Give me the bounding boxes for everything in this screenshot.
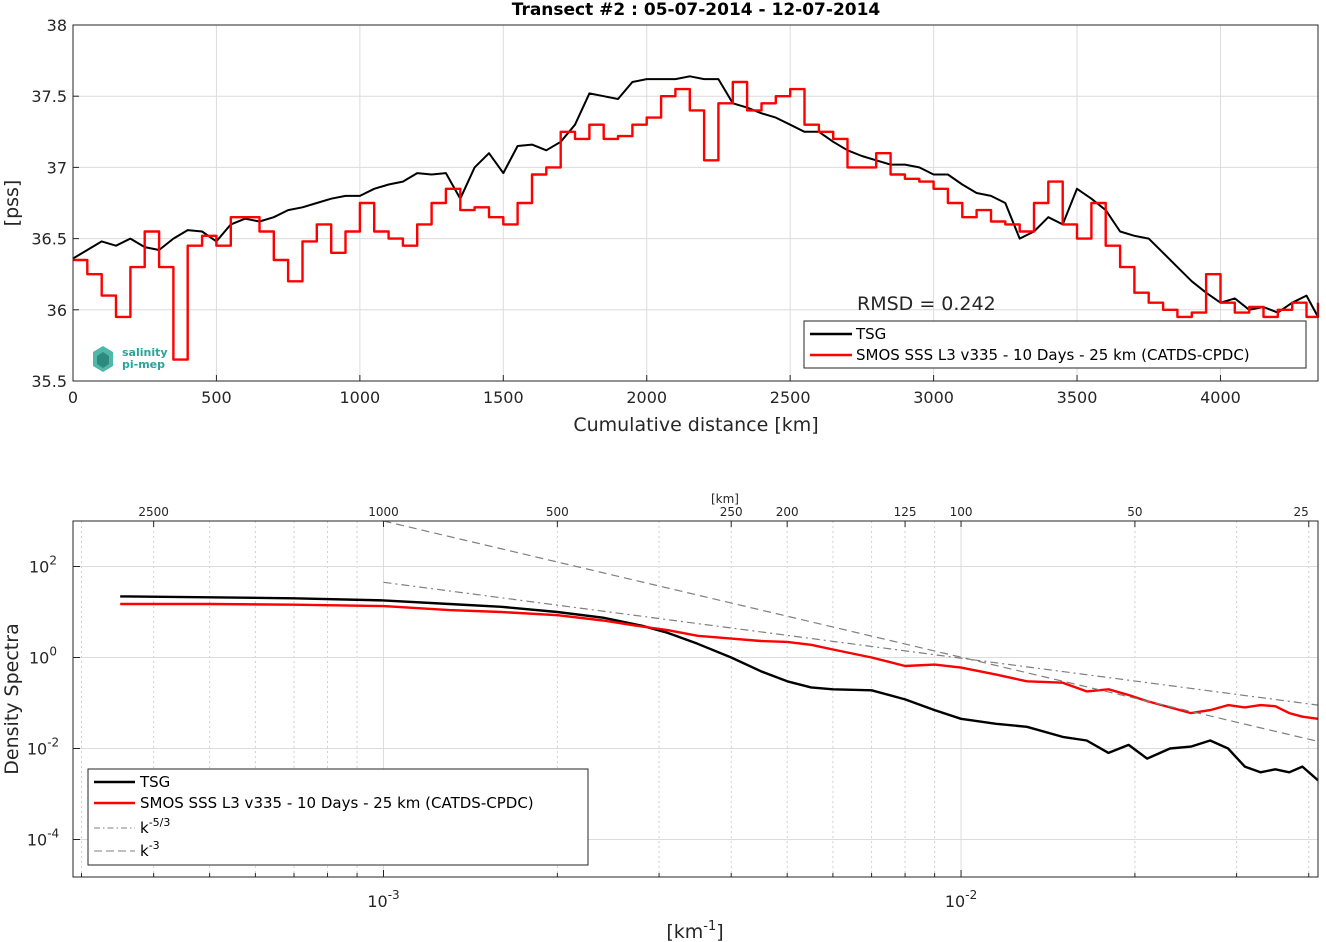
- bottom-plot-frame: [72, 520, 1319, 878]
- top-x-tick-label: 500: [201, 388, 232, 407]
- top-x-tick-label: 1000: [340, 388, 381, 407]
- top-axis-label: [km]: [711, 492, 739, 506]
- top-x-tick-label: 3000: [913, 388, 954, 407]
- tsg-series-line: [72, 75, 1319, 318]
- top-series: [72, 75, 1320, 361]
- top-x-tick-label: 1500: [483, 388, 524, 407]
- top-km-tick-label: 125: [894, 505, 917, 519]
- top-km-tick-label: 250: [720, 505, 743, 519]
- top-x-tick-label: 2500: [770, 388, 811, 407]
- top-x-tick-label: 2000: [626, 388, 667, 407]
- top-legend-label-tsg: TSG: [855, 325, 886, 343]
- k53-reference-line: [383, 581, 1319, 706]
- bottom-ylabel: Density Spectra: [1, 623, 23, 774]
- top-chart: Transect #2 : 05-07-2014 - 12-07-2014 0 5…: [1, 0, 1320, 436]
- top-y-tick-label: 36: [47, 301, 67, 320]
- bottom-series: [120, 520, 1319, 782]
- top-x-tick-label: 3500: [1057, 388, 1098, 407]
- top-legend-label-smos: SMOS SSS L3 v335 - 10 Days - 25 km (CATD…: [856, 346, 1250, 364]
- bottom-y-tick-label: 10-4: [27, 827, 59, 850]
- top-y-tick-label: 37.5: [31, 87, 67, 106]
- logo-inner-hexagon-icon: [97, 352, 109, 368]
- top-ticks: 0 500 1000 1500 2000 2500 3000 3500 4000 35.5 36 36…: [31, 16, 1240, 407]
- svg-text:pi-mep: pi-mep: [122, 358, 165, 371]
- bottom-chart: 10-3 10-2 102 100 10-2 10-4 2500 1000 500 250 200 1…: [1, 492, 1319, 942]
- top-ylabel: [pss]: [1, 180, 23, 227]
- salinity-pi-mep-logo: salinity pi-mep: [93, 346, 168, 372]
- top-x-tick-label: 4000: [1200, 388, 1241, 407]
- smos-spectrum-line: [120, 602, 1319, 720]
- top-km-tick-label: 500: [546, 505, 569, 519]
- bottom-ticks: 10-3 10-2 102 100 10-2 10-4 2500 1000 500 250 200 1…: [27, 505, 1310, 911]
- tsg-spectrum-line: [120, 595, 1319, 782]
- bottom-legend: TSG SMOS SSS L3 v335 - 10 Days - 25 km (…: [87, 768, 589, 866]
- top-y-tick-label: 37: [47, 158, 67, 177]
- bottom-xlabel: [km-1]: [666, 919, 723, 942]
- top-y-tick-label: 38: [47, 16, 67, 35]
- bottom-legend-box: [87, 768, 589, 866]
- top-xlabel: Cumulative distance [km]: [573, 414, 818, 436]
- top-km-tick-label: 2500: [138, 505, 169, 519]
- rmsd-annotation: RMSD = 0.242: [857, 293, 996, 315]
- top-chart-title: Transect #2 : 05-07-2014 - 12-07-2014: [512, 0, 881, 20]
- top-x-tick-label: 0: [68, 388, 78, 407]
- bottom-grid: [73, 521, 1318, 877]
- top-plot-frame: [72, 24, 1319, 382]
- top-legend: TSG SMOS SSS L3 v335 - 10 Days - 25 km (…: [803, 320, 1307, 369]
- bottom-y-tick-label: 102: [29, 554, 57, 577]
- k3-reference-line: [383, 520, 1319, 742]
- top-y-tick-label: 36.5: [31, 230, 67, 249]
- bottom-y-tick-label: 10-2: [27, 736, 59, 759]
- top-legend-box: [803, 320, 1307, 369]
- bottom-legend-label-tsg: TSG: [139, 773, 170, 791]
- bottom-y-tick-label: 100: [29, 645, 57, 668]
- logo-text: salinity: [122, 346, 168, 359]
- top-km-tick-label: 50: [1127, 505, 1142, 519]
- top-km-tick-label: 1000: [368, 505, 399, 519]
- bottom-x-tick-label: 10-3: [367, 888, 399, 911]
- bottom-legend-label-k53: k-5/3: [140, 816, 170, 837]
- smos-series-line: [73, 80, 1320, 361]
- bottom-legend-label-smos: SMOS SSS L3 v335 - 10 Days - 25 km (CATD…: [140, 794, 534, 812]
- top-km-tick-label: 100: [950, 505, 973, 519]
- bottom-legend-label-k3: k-3: [140, 839, 160, 860]
- top-km-tick-label: 200: [776, 505, 799, 519]
- top-km-tick-label: 25: [1293, 505, 1308, 519]
- bottom-x-tick-label: 10-2: [945, 888, 977, 911]
- top-y-tick-label: 35.5: [31, 372, 67, 391]
